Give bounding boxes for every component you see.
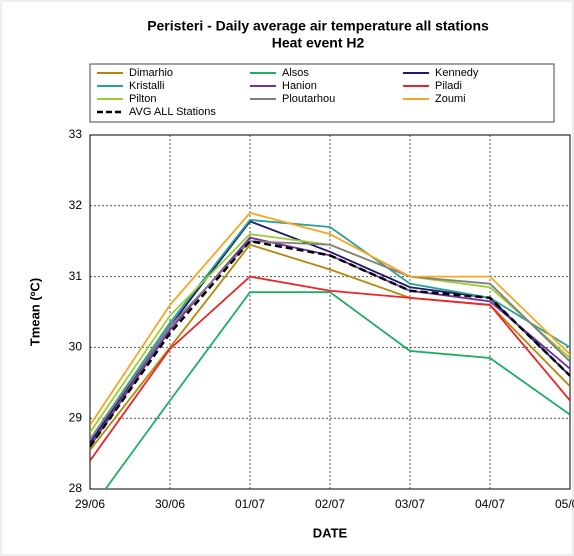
legend-label: Piladi (435, 80, 462, 92)
y-tick-label: 32 (69, 198, 83, 212)
y-axis-label: Tmean (ºC) (27, 278, 42, 346)
y-tick-label: 29 (69, 410, 83, 424)
chart-subtitle: Heat event H2 (272, 35, 365, 51)
x-tick-label: 30/06 (155, 497, 185, 511)
x-tick-label: 01/07 (235, 497, 265, 511)
y-tick-label: 30 (69, 340, 83, 354)
plot-lines (90, 211, 570, 489)
legend-label: Dimarhio (129, 67, 173, 79)
legend-label: Zoumi (435, 93, 466, 105)
x-tick-label: 05/07 (555, 497, 574, 511)
x-axis-label: DATE (313, 525, 348, 540)
series-line (104, 291, 570, 489)
legend-box (89, 63, 555, 123)
x-tick-label: 02/07 (315, 497, 345, 511)
x-tick-label: 04/07 (475, 497, 505, 511)
chart-title: Peristeri - Daily average air temperatur… (147, 18, 489, 34)
legend-label: Ploutarhou (282, 93, 335, 105)
legend-label: Kristalli (129, 80, 164, 92)
x-tick-label: 03/07 (395, 497, 425, 511)
y-tick-label: 31 (69, 269, 83, 283)
legend-label: Pilton (129, 93, 157, 105)
series-line (90, 239, 570, 448)
series-line (90, 275, 570, 462)
legend-label: AVG ALL Stations (129, 106, 216, 118)
x-tick-label: 29/06 (75, 497, 105, 511)
series-line (90, 211, 570, 426)
series-line (90, 240, 570, 440)
legend-label: Alsos (282, 67, 309, 79)
plot-border (89, 134, 571, 490)
legend-label: Hanion (282, 80, 317, 92)
y-tick-label: 28 (69, 481, 83, 495)
y-tick-label: 33 (69, 127, 83, 141)
legend-label: Kennedy (435, 67, 479, 79)
